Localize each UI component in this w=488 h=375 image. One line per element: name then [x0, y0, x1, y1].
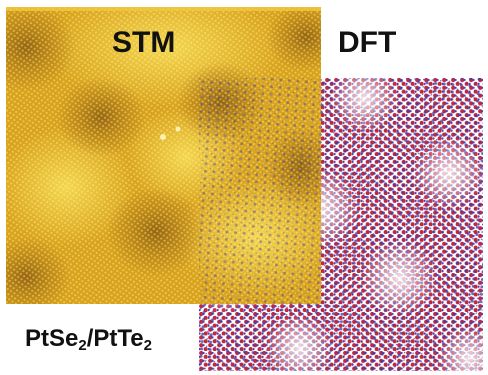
formula-sub1: 2 — [78, 337, 87, 354]
stm-dft-overlap-region — [199, 78, 321, 304]
overlap-lattice-svg — [199, 78, 321, 304]
formula-part1: PtSe — [25, 325, 79, 352]
formula-slash: /PtTe — [86, 325, 144, 352]
formula-sub2: 2 — [143, 337, 152, 354]
material-formula-label: PtSe2/PtTe2 — [25, 325, 152, 353]
stm-label: STM — [112, 26, 176, 59]
dft-label: DFT — [338, 26, 397, 59]
dft-lattice-image — [199, 78, 483, 371]
